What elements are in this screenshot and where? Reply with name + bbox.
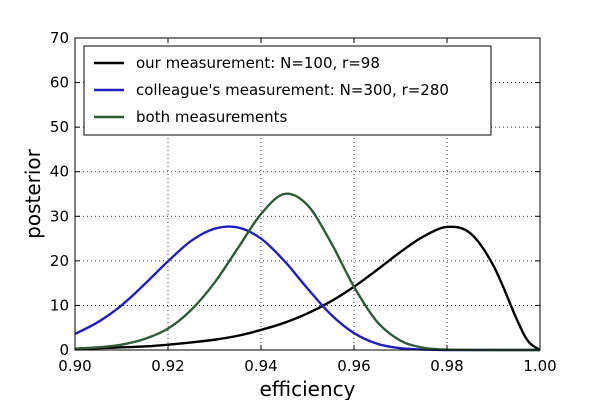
y-tick-label: 60 <box>50 74 69 92</box>
y-tick-label: 70 <box>50 29 69 47</box>
tick-layer: 0.90 0.92 0.94 0.96 0.98 1.00 0 10 20 30 40 50 60 70 <box>50 29 557 375</box>
series-line-2 <box>74 192 540 352</box>
legend-label-2: both measurements <box>136 108 288 126</box>
y-tick-label: 20 <box>50 252 69 270</box>
series-layer <box>74 192 541 352</box>
y-tick-label: 30 <box>50 207 69 225</box>
y-tick-label: 0 <box>59 341 69 359</box>
x-axis-title: efficiency <box>259 377 355 400</box>
legend-label-0: our measurement: N=100, r=98 <box>136 54 380 72</box>
legend-box <box>83 45 492 136</box>
x-tick-label: 0.94 <box>244 357 277 375</box>
series-line-1 <box>74 225 540 352</box>
y-axis-title: posterior <box>21 148 45 239</box>
x-tick-label: 1.00 <box>523 357 556 375</box>
y-tick-label: 10 <box>50 296 69 314</box>
x-tick-label: 0.98 <box>430 357 463 375</box>
series-line-0 <box>74 225 541 352</box>
plot-frame <box>74 37 541 351</box>
legend: our measurement: N=100, r=98 colleague's … <box>83 45 492 136</box>
y-tick-label: 50 <box>50 118 69 136</box>
y-tick-label: 40 <box>50 163 69 181</box>
x-tick-label: 0.96 <box>337 357 370 375</box>
legend-label-1: colleague's measurement: N=300, r=280 <box>136 81 449 99</box>
x-tick-label: 0.90 <box>58 357 91 375</box>
x-tick-label: 0.92 <box>151 357 184 375</box>
